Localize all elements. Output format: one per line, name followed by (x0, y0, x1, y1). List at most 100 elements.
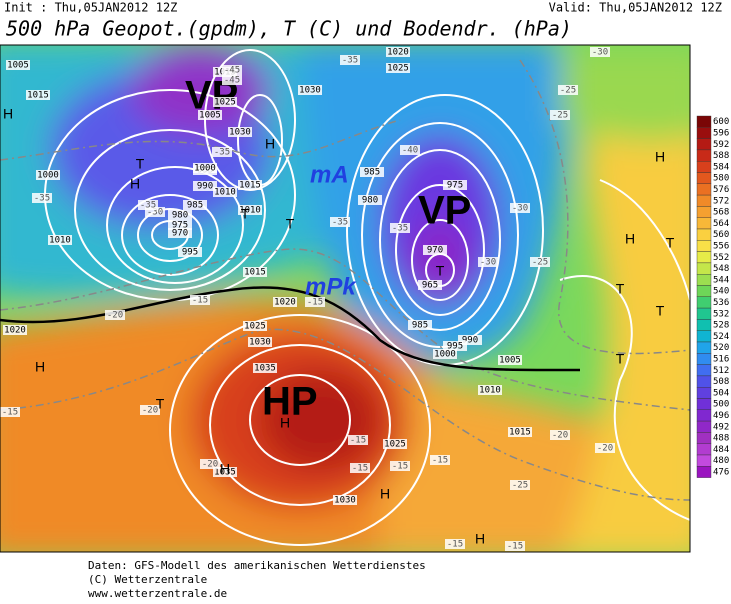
label-box (212, 147, 232, 157)
label-box (330, 217, 350, 227)
colorbar-label: 524 (713, 332, 729, 342)
label-box (145, 207, 165, 217)
colorbar-swatch (696, 364, 712, 377)
label-box (408, 320, 432, 330)
label-box (443, 180, 467, 190)
label-box (213, 467, 237, 477)
label-box (26, 90, 50, 100)
isobar-label: 970 (172, 229, 188, 239)
colorbar-label: 540 (713, 287, 729, 297)
pressure-center: T (656, 303, 665, 319)
label-box (36, 170, 60, 180)
colorbar-label: 504 (713, 388, 729, 398)
colorbar-swatch (696, 206, 712, 218)
isobar-label: 1020 (274, 298, 296, 308)
pressure-center: T (616, 281, 625, 297)
label-box (358, 195, 382, 205)
colorbar-swatch (696, 262, 712, 275)
colorbar-swatch (696, 251, 712, 264)
isotherm-label: -30 (512, 204, 528, 214)
colorbar-label: 536 (713, 298, 729, 308)
colorbar-swatch (696, 183, 712, 196)
isobar-label: 1005 (7, 61, 29, 71)
isobar-label: 1025 (244, 322, 266, 332)
colorbar-label: 564 (713, 219, 729, 229)
isobar-label: 1015 (239, 181, 261, 191)
pressure-center: H (35, 359, 45, 375)
isobar-label: 1030 (229, 128, 251, 138)
label-box (140, 405, 160, 415)
colorbar-swatch (696, 127, 712, 139)
isotherm-label: -15 (432, 456, 448, 466)
isobar-label: 985 (364, 168, 380, 178)
map-title: 500 hPa Geopot.(gpdm), T (C) und Bodendr… (6, 17, 572, 41)
label-box (213, 97, 237, 107)
isotherm-label: -20 (552, 431, 568, 441)
isobar-label: 1030 (249, 338, 271, 348)
colorbar-label: 492 (713, 422, 729, 432)
colorbar-swatch (696, 172, 712, 185)
pressure-center: H (475, 531, 485, 547)
colorbar-label: 596 (713, 128, 729, 138)
colorbar-swatch (696, 319, 712, 331)
isobar-label: 1020 (387, 48, 409, 58)
isobar-label: 965 (422, 281, 438, 291)
label-box (213, 187, 237, 197)
isobar-label: 970 (427, 246, 443, 256)
colorbar-label: 484 (713, 445, 729, 455)
colorbar-label: 592 (713, 140, 729, 150)
label-box (423, 245, 447, 255)
isobar-label: 1035 (254, 364, 276, 374)
colorbar-swatch (696, 115, 712, 128)
isobar-label: 975 (172, 221, 188, 231)
label-box (458, 335, 482, 345)
pressure-center: H (3, 106, 13, 122)
colorbar-swatch (696, 398, 712, 411)
valid-time: Valid: Thu,05JAN2012 12Z (549, 1, 722, 15)
label-box (505, 541, 525, 551)
system-label: VP (418, 189, 471, 233)
colorbar-swatch (696, 409, 712, 422)
isobar-label: 1030 (299, 86, 321, 96)
label-box (178, 247, 202, 257)
isotherm-label: -35 (342, 56, 358, 66)
colorbar-swatch (696, 387, 712, 399)
isobar-label: 1000 (194, 164, 216, 174)
label-box (243, 267, 267, 277)
label-box (443, 341, 467, 351)
colorbar-swatch (696, 432, 712, 444)
colorbar-swatch (696, 420, 712, 433)
label-box (558, 85, 578, 95)
isobar-label: 975 (447, 181, 463, 191)
colorbar-swatch (696, 274, 712, 286)
colorbar-label: 556 (713, 241, 729, 251)
pressure-center: T (666, 235, 675, 251)
isobar-label: 990 (462, 336, 478, 346)
label-box (400, 145, 420, 155)
isotherm-label: -15 (507, 542, 523, 552)
isobar-label: 980 (362, 196, 378, 206)
isotherm-label: -20 (142, 406, 158, 416)
pressure-center: T (241, 206, 250, 222)
colorbar-swatch (696, 307, 712, 320)
system-label: HP (262, 380, 318, 424)
isotherm-label: -20 (202, 460, 218, 470)
label-box (550, 430, 570, 440)
isotherm-label: -25 (560, 86, 576, 96)
label-box (595, 443, 615, 453)
air-mass-label: mPk (305, 273, 357, 300)
label-box (3, 325, 27, 335)
isobar-label: 1025 (384, 440, 406, 450)
isotherm-label: -20 (597, 444, 613, 454)
label-box (590, 47, 610, 57)
colorbar-label: 520 (713, 343, 729, 353)
label-box (138, 200, 158, 210)
label-box (273, 297, 297, 307)
isobar-label: 1030 (334, 496, 356, 506)
label-box (433, 349, 457, 359)
isobar-label: 1025 (214, 98, 236, 108)
colorbar-swatch (696, 454, 712, 467)
isobar-label: 1025 (387, 64, 409, 74)
label-box (498, 355, 522, 365)
